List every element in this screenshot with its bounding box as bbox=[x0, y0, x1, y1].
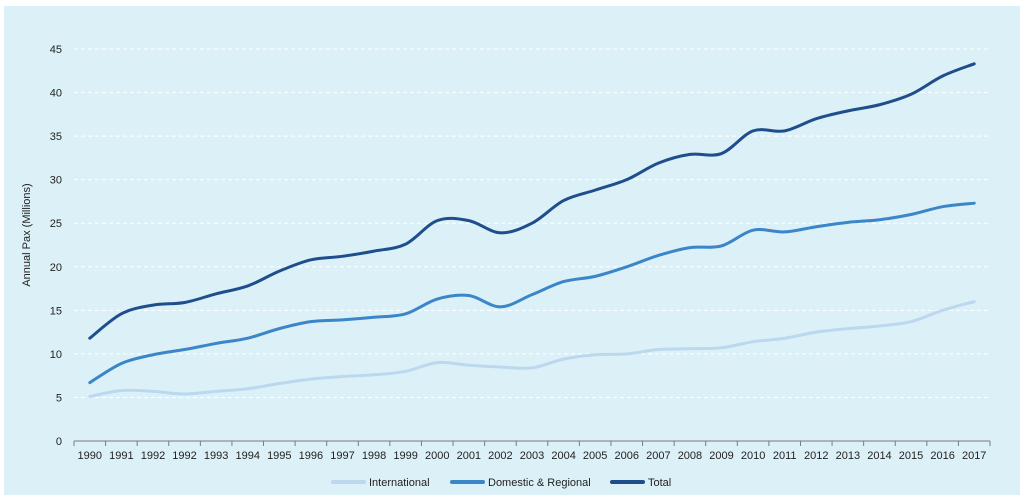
chart-background bbox=[4, 6, 1020, 495]
series-line-domestic-regional bbox=[88, 201, 976, 385]
series-line-international bbox=[88, 300, 976, 399]
x-tick-label: 1999 bbox=[393, 450, 417, 462]
y-tick-label: 35 bbox=[50, 131, 62, 143]
y-tick-label: 15 bbox=[50, 305, 62, 317]
x-tick-label: 2012 bbox=[804, 450, 828, 462]
y-tick-label: 10 bbox=[50, 349, 62, 361]
x-tick-labels: 1990 1991 1992 1992 1993 1994 1995 1996 1997 1998… bbox=[73, 441, 991, 462]
x-tick-label: 2002 bbox=[488, 450, 512, 462]
y-tick-label: 40 bbox=[50, 88, 62, 100]
legend-label-domestic-regional: Domestic & Regional bbox=[488, 477, 591, 489]
x-tick-label: 1995 bbox=[267, 450, 291, 462]
x-tick-label: 2008 bbox=[678, 450, 702, 462]
x-tick-label: 2005 bbox=[583, 450, 607, 462]
y-tick-label: 45 bbox=[50, 44, 62, 56]
y-tick-label: 0 bbox=[56, 436, 62, 448]
x-tick-label: 2017 bbox=[962, 450, 986, 462]
x-tick-label: 1997 bbox=[330, 450, 354, 462]
legend-item-domestic-regional: Domestic & Regional bbox=[450, 477, 591, 489]
x-tick-label: 2014 bbox=[867, 450, 891, 462]
x-tick-label: 2009 bbox=[709, 450, 733, 462]
x-tick-label: 2003 bbox=[520, 450, 544, 462]
x-tick-label: 2010 bbox=[741, 450, 765, 462]
x-tick-label: 1991 bbox=[109, 450, 133, 462]
x-tick-label: 1998 bbox=[362, 450, 386, 462]
legend-label-international: International bbox=[369, 477, 430, 489]
legend-item-international: International bbox=[331, 477, 430, 489]
x-tick-label: 1996 bbox=[299, 450, 323, 462]
legend-label-total: Total bbox=[648, 477, 671, 489]
legend: International Domestic & Regional Total bbox=[331, 477, 671, 489]
x-tick-label: 1990 bbox=[78, 450, 102, 462]
x-tick-label: 1992 bbox=[172, 450, 196, 462]
x-tick-label: 2000 bbox=[425, 450, 449, 462]
x-tick-label: 2011 bbox=[773, 450, 797, 462]
x-tick-label: 2006 bbox=[615, 450, 639, 462]
x-tick-label: 2016 bbox=[930, 450, 954, 462]
x-tick-label: 1994 bbox=[235, 450, 259, 462]
x-tick-label: 2001 bbox=[457, 450, 481, 462]
series-line-total bbox=[88, 62, 976, 340]
series-lines bbox=[88, 62, 976, 399]
y-tick-label: 30 bbox=[50, 175, 62, 187]
y-axis-title: Annual Pax (Millions) bbox=[21, 183, 33, 286]
legend-item-total: Total bbox=[610, 477, 671, 489]
y-tick-labels: 0 5 10 15 20 25 30 35 40 45 bbox=[50, 44, 62, 448]
x-tick-label: 1993 bbox=[204, 450, 228, 462]
y-tick-label: 5 bbox=[56, 392, 62, 404]
x-tick-label: 2007 bbox=[646, 450, 670, 462]
y-tick-label: 25 bbox=[50, 218, 62, 230]
x-tick-label: 2013 bbox=[836, 450, 860, 462]
x-tick-label: 2004 bbox=[551, 450, 575, 462]
x-tick-label: 1992 bbox=[141, 450, 165, 462]
y-tick-label: 20 bbox=[50, 262, 62, 274]
x-tick-label: 2015 bbox=[899, 450, 923, 462]
